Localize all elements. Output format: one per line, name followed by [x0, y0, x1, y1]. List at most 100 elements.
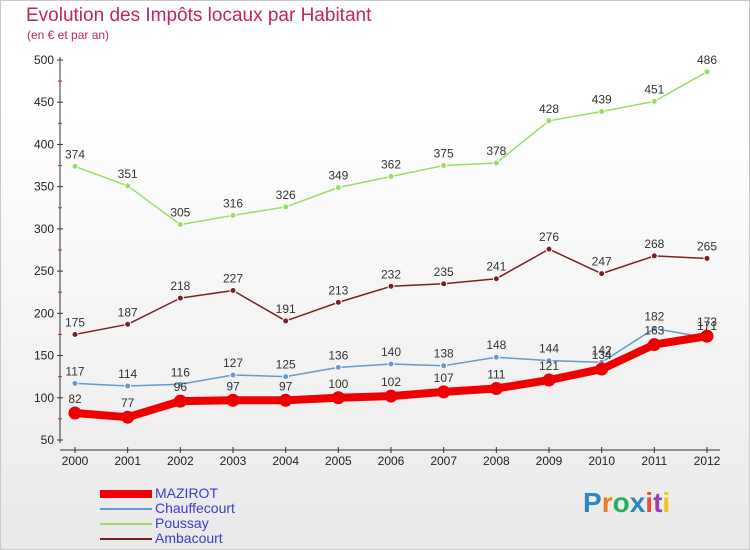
- x-tick-label: 2000: [62, 454, 89, 468]
- data-label: 305: [170, 206, 190, 220]
- data-label: 127: [223, 356, 243, 370]
- data-point: [176, 380, 184, 388]
- data-label: 227: [223, 272, 243, 286]
- y-tick-label: 200: [34, 306, 54, 320]
- data-point: [542, 373, 556, 387]
- data-label: 218: [170, 279, 190, 293]
- data-label: 268: [644, 237, 664, 251]
- data-label: 148: [486, 338, 506, 352]
- series-poussay: 374 351 305 316 326 349 362 375 378 428 439 451 486: [65, 53, 717, 229]
- data-label: 191: [276, 302, 296, 316]
- chart-subtitle: (en € et par an): [27, 28, 110, 42]
- data-point: [647, 338, 661, 352]
- y-tick-label: 350: [34, 180, 54, 194]
- data-label: 187: [118, 305, 138, 319]
- data-label: 116: [171, 365, 190, 379]
- legend-item-chauffecourt: Chauffecourt: [100, 500, 300, 516]
- data-label: 351: [118, 167, 138, 181]
- data-point: [226, 393, 240, 407]
- data-label: 96: [174, 380, 188, 394]
- legend-item-ambacourt: Ambacourt: [100, 530, 300, 546]
- data-label: 349: [328, 169, 348, 183]
- data-point: [650, 252, 658, 260]
- data-point: [598, 108, 606, 116]
- data-point: [387, 282, 395, 290]
- logo-letter: P: [583, 487, 602, 518]
- data-label: 316: [223, 196, 243, 210]
- x-tick-label: 2009: [536, 454, 563, 468]
- x-tick-label: 2012: [694, 454, 721, 468]
- data-label: 125: [276, 358, 296, 372]
- x-tick-label: 2010: [588, 454, 615, 468]
- data-point: [124, 320, 132, 328]
- data-point: [229, 211, 237, 219]
- data-label: 235: [434, 265, 454, 279]
- data-point: [334, 184, 342, 192]
- data-label: 111: [487, 367, 506, 381]
- x-tick-label: 2003: [220, 454, 247, 468]
- data-label: 97: [226, 379, 240, 393]
- y-tick-label: 300: [34, 222, 54, 236]
- data-label: 247: [592, 255, 612, 269]
- data-point: [124, 182, 132, 190]
- x-tick-label: 2005: [325, 454, 352, 468]
- x-tick-label: 2006: [378, 454, 405, 468]
- data-label: 107: [434, 371, 454, 385]
- data-point: [703, 68, 711, 76]
- data-label: 102: [381, 375, 401, 389]
- logo-letter: i: [662, 487, 671, 518]
- data-label: 326: [276, 188, 296, 202]
- legend-swatch-chauffecourt: [100, 508, 152, 510]
- data-point: [334, 298, 342, 306]
- data-label: 173: [697, 315, 717, 329]
- data-point: [492, 353, 500, 361]
- data-label: 114: [118, 367, 137, 381]
- data-point: [437, 385, 451, 399]
- x-tick-label: 2011: [641, 454, 667, 468]
- data-label: 375: [434, 147, 454, 161]
- data-label: 82: [68, 392, 82, 406]
- data-point: [68, 406, 82, 420]
- y-tick-label: 400: [34, 137, 54, 151]
- data-label: 175: [65, 315, 85, 329]
- series-line: [74, 71, 708, 226]
- data-point: [173, 394, 187, 408]
- x-tick-label: 2007: [430, 454, 457, 468]
- data-label: 451: [644, 82, 664, 96]
- data-point: [387, 360, 395, 368]
- legend-swatch-poussay: [100, 523, 152, 525]
- legend-label-poussay: Poussay: [155, 515, 209, 531]
- data-point: [282, 317, 290, 325]
- legend-swatch-mazirot: [100, 490, 152, 498]
- legend-swatch-ambacourt: [100, 538, 152, 540]
- legend-item-poussay: Poussay: [100, 515, 300, 531]
- y-tick-label: 100: [34, 391, 54, 405]
- data-label: 138: [434, 347, 454, 361]
- data-label: 121: [539, 359, 559, 373]
- data-point: [650, 97, 658, 105]
- data-point: [545, 245, 553, 253]
- data-point: [279, 393, 293, 407]
- data-point: [176, 294, 184, 302]
- proxiti-logo: Proxiti: [583, 487, 670, 519]
- data-point: [440, 280, 448, 288]
- data-point: [71, 379, 79, 387]
- data-label: 163: [644, 324, 664, 338]
- logo-letter: r: [601, 487, 613, 518]
- data-point: [703, 254, 711, 262]
- data-label: 171: [697, 319, 717, 333]
- data-label: 486: [697, 53, 717, 67]
- data-point: [334, 363, 342, 371]
- logo-letter: i: [645, 487, 654, 518]
- data-label: 140: [381, 345, 401, 359]
- data-label: 232: [381, 267, 401, 281]
- data-point: [387, 173, 395, 181]
- x-tick-label: 2002: [167, 454, 194, 468]
- data-point: [492, 275, 500, 283]
- data-label: 134: [592, 348, 612, 362]
- data-point: [282, 373, 290, 381]
- data-label: 97: [279, 379, 293, 393]
- y-tick-label: 450: [34, 95, 54, 109]
